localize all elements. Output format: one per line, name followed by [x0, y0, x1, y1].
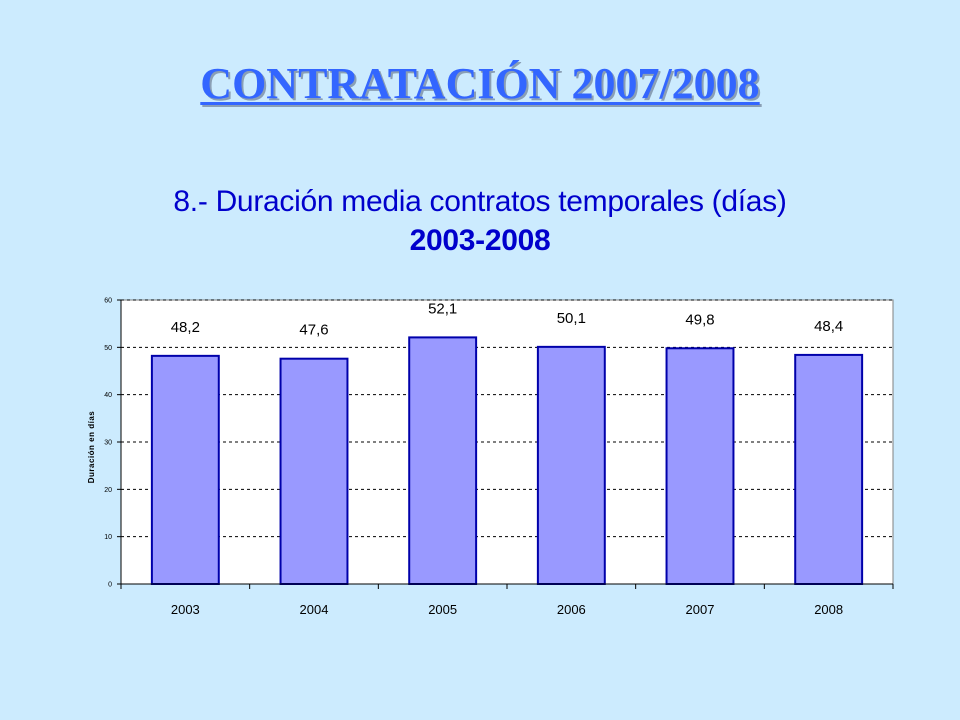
value-label: 47,6	[299, 322, 328, 339]
x-tick-label: 2004	[300, 602, 329, 617]
x-tick-label: 2007	[686, 602, 715, 617]
y-tick-label: 40	[104, 392, 112, 399]
value-labels: 48,2 47,6 52,1 50,1 49,8 48,4	[171, 300, 844, 338]
bars	[150, 336, 864, 586]
x-tick-label: 2008	[814, 602, 843, 617]
y-tick-label: 60	[104, 298, 112, 305]
bar-2007	[665, 347, 735, 585]
y-axis-label: Duración en días	[87, 411, 96, 484]
y-tick-label: 30	[104, 440, 112, 447]
x-tick-label: 2006	[557, 602, 586, 617]
bar-2008	[794, 353, 864, 586]
value-label: 48,4	[814, 318, 843, 335]
chart-title-line2: 2003-2008	[409, 224, 551, 257]
chart-title-line1: 8.- Duración media contratos temporales …	[173, 185, 787, 218]
bar-2004	[279, 357, 349, 585]
x-tick-labels: 2003 2004 2005 2006 2007 2008	[171, 602, 843, 617]
value-label: 48,2	[171, 319, 200, 336]
bar-2006	[536, 345, 606, 585]
bar-2005	[408, 336, 478, 586]
value-label: 49,8	[685, 311, 714, 328]
value-label: 50,1	[557, 310, 586, 327]
y-tick-label: 0	[108, 582, 112, 589]
value-label: 52,1	[428, 300, 457, 317]
gridlines	[121, 299, 893, 538]
y-tick-label: 10	[104, 534, 112, 541]
x-tick-label: 2003	[171, 602, 200, 617]
x-tick-label: 2005	[428, 602, 457, 617]
y-tick-label: 50	[104, 345, 112, 352]
slide-title: CONTRATACIÓN 2007/2008	[200, 59, 760, 108]
axes	[117, 299, 894, 589]
y-tick-label: 20	[104, 487, 112, 494]
chart-title: 8.- Duración media contratos temporales …	[0, 182, 960, 260]
bar-2003	[150, 354, 220, 585]
y-tick-labels: 0 10 20 30 40 50 60	[104, 298, 112, 589]
